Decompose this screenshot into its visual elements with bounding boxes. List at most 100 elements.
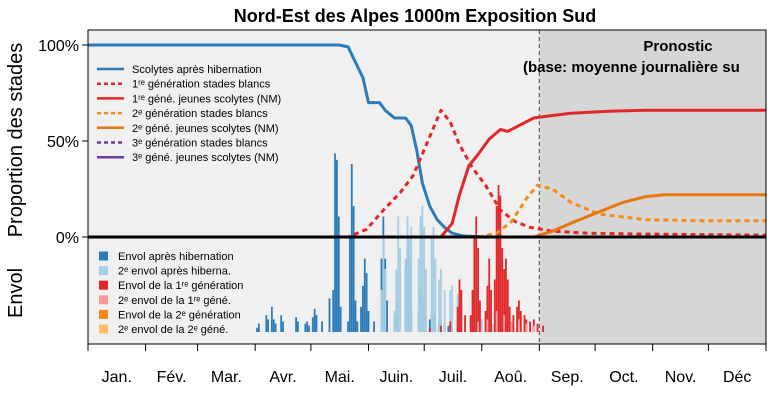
legend-label: 1ʳᵉ géné. jeunes scolytes (NM) — [132, 93, 281, 105]
flight-bar — [488, 258, 491, 332]
flight-bar — [328, 298, 331, 332]
flight-bar — [532, 325, 535, 332]
flight-bar — [493, 279, 496, 332]
flight-bar — [380, 290, 383, 332]
flight-bar — [510, 321, 513, 332]
flight-bar — [337, 216, 340, 332]
series-line — [515, 193, 766, 239]
series-line — [88, 43, 488, 239]
flight-bar — [321, 321, 323, 332]
flight-bar — [304, 323, 307, 332]
flight-bar — [367, 311, 370, 332]
flight-bar — [274, 323, 277, 332]
flight-bar — [438, 279, 440, 332]
flight-bar — [417, 258, 420, 332]
flight-bar — [458, 279, 461, 332]
flight-bar — [503, 269, 505, 332]
flight-bar — [505, 258, 507, 332]
legend-label: Envol après hibernation — [118, 251, 234, 263]
flight-bar — [508, 306, 511, 332]
flight-bar — [440, 325, 442, 332]
flight-bar — [449, 321, 452, 332]
legend-swatch — [99, 324, 108, 334]
flight-bar — [336, 159, 338, 332]
flight-bar — [486, 285, 489, 332]
flight-bar — [315, 315, 318, 332]
flight-bar — [386, 300, 388, 332]
y-tick-label: 100% — [38, 38, 79, 55]
legend-label: Envol de la 2ᵉ génération — [118, 309, 241, 321]
series-line — [264, 108, 766, 239]
flight-bar — [518, 300, 520, 332]
y-axis-label: Proportion des stades — [5, 43, 27, 238]
legend-label: 3ᵉ génération stades blancs — [132, 138, 268, 150]
x-tick-label: Oct. — [609, 369, 638, 386]
flight-bar — [434, 258, 437, 332]
legend-swatch — [99, 251, 108, 261]
flight-bar — [313, 308, 316, 332]
plot-frame — [87, 29, 767, 345]
flight-bar — [393, 311, 396, 332]
flight-bar — [297, 321, 299, 332]
flight-bar — [399, 248, 401, 332]
flight-bar — [542, 325, 544, 332]
x-tick-label: Mar. — [211, 369, 242, 386]
x-tick-label: Jan. — [102, 369, 132, 386]
flight-bar — [469, 315, 472, 332]
flight-bar — [423, 227, 426, 332]
flight-bar — [308, 325, 310, 332]
flight-bar — [270, 306, 273, 332]
x-tick-label: Sep. — [551, 369, 584, 386]
legend-label: Scolytes après hibernation — [132, 64, 262, 76]
flight-bar — [272, 319, 275, 332]
flight-bar — [536, 323, 539, 332]
flight-bar — [525, 323, 528, 332]
flight-bar — [449, 290, 452, 332]
flight-bar — [492, 323, 494, 332]
flight-bar — [495, 206, 498, 332]
bar-series — [380, 206, 513, 332]
forecast-region — [539, 30, 766, 344]
flight-bar — [490, 290, 492, 332]
flight-bar — [477, 248, 479, 332]
flight-bar — [280, 315, 283, 332]
flight-bar — [477, 321, 479, 332]
flight-bar — [425, 269, 427, 332]
chart-title: Nord-Est des Alpes 1000m Exposition Sud — [234, 6, 596, 26]
legend-label: 2ᵉ envol de la 2ᵉ géné. — [118, 324, 228, 336]
flight-bar — [447, 325, 450, 332]
flight-bar — [410, 227, 413, 332]
flight-bar — [512, 315, 515, 332]
legend-swatch — [99, 280, 108, 290]
flight-bar — [347, 321, 349, 332]
flight-bar — [419, 216, 422, 332]
flight-bar — [471, 290, 474, 332]
flight-bar — [360, 306, 362, 332]
flight-bar — [451, 285, 453, 332]
flight-bar — [365, 273, 368, 332]
flight-bar — [480, 319, 483, 332]
flight-bar — [473, 237, 476, 332]
flight-bar — [475, 216, 478, 332]
x-tick-label: Juil. — [439, 369, 467, 386]
legend-label: 2ᵉ envol après hiberna. — [118, 266, 231, 278]
x-tick-label: Nov. — [665, 369, 697, 386]
legend-label: 2ᵉ génération stades blancs — [132, 108, 268, 120]
flight-bar — [356, 321, 359, 332]
flight-bar — [440, 269, 442, 332]
flight-bar — [382, 237, 385, 332]
flight-bar — [395, 269, 398, 332]
flight-bar — [352, 206, 355, 332]
x-tick-label: Juin. — [379, 369, 413, 386]
flight-bar — [354, 300, 357, 332]
x-tick-label: Déc — [723, 369, 751, 386]
flight-bar — [460, 290, 463, 332]
flight-bar — [349, 237, 351, 332]
flight-bar — [464, 315, 466, 332]
flight-bar — [404, 258, 407, 332]
legend-label: 3ᵉ géné. jeunes scolytes (NM) — [132, 152, 279, 164]
flight-bar — [295, 317, 297, 332]
legend-swatch — [99, 309, 108, 319]
x-tick-label: Aoû. — [494, 369, 527, 386]
